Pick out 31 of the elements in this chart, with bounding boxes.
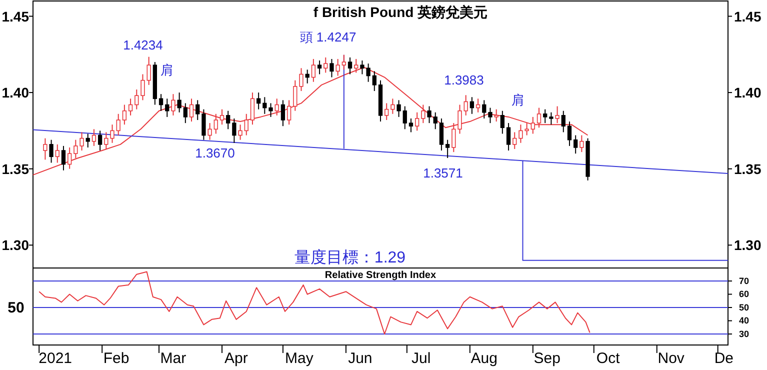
chart-title: Relative Strength Index: [324, 270, 437, 281]
y-tick-label: 40: [738, 316, 750, 326]
y-tick-label: 1.30: [2, 237, 30, 254]
x-tick-label: Nov: [658, 350, 685, 367]
chart-title: f British Pound 英鎊兌美元: [313, 4, 488, 20]
x-tick-label: Oct: [596, 350, 621, 367]
annotation: 1.3983: [444, 72, 484, 88]
y-tick-label: 70: [738, 276, 750, 286]
y-tick-label: 60: [738, 289, 750, 300]
annotation: 1.3670: [195, 146, 235, 160]
annotation: 肩: [512, 92, 524, 108]
y-tick-label: 1.40: [2, 84, 30, 101]
x-tick-label: Jul: [412, 350, 431, 367]
y-tick-label: 30: [738, 329, 750, 339]
annotation: 頭 1.4247: [300, 30, 356, 44]
x-tick-label: Mar: [160, 350, 186, 367]
annotation: 1.3571: [423, 166, 463, 180]
x-tick-label: Feb: [103, 350, 130, 367]
annotation: 肩: [160, 62, 174, 78]
x-tick-label: 2021: [38, 350, 72, 367]
x-tick-label: Jun: [348, 350, 372, 367]
x-tick-label: Apr: [224, 350, 248, 367]
y-tick-label: 50: [738, 302, 750, 312]
x-tick-label: De: [714, 350, 734, 367]
annotation: 1.4234: [123, 38, 163, 52]
x-tick-label: Aug: [470, 350, 498, 367]
y-tick-label: 1.45: [2, 8, 30, 24]
x-tick-label: Sep: [534, 350, 560, 367]
y-tick-label: 1.35: [2, 160, 30, 177]
annotation: 量度目標：1.29: [294, 248, 406, 266]
x-tick-label: May: [285, 350, 314, 367]
